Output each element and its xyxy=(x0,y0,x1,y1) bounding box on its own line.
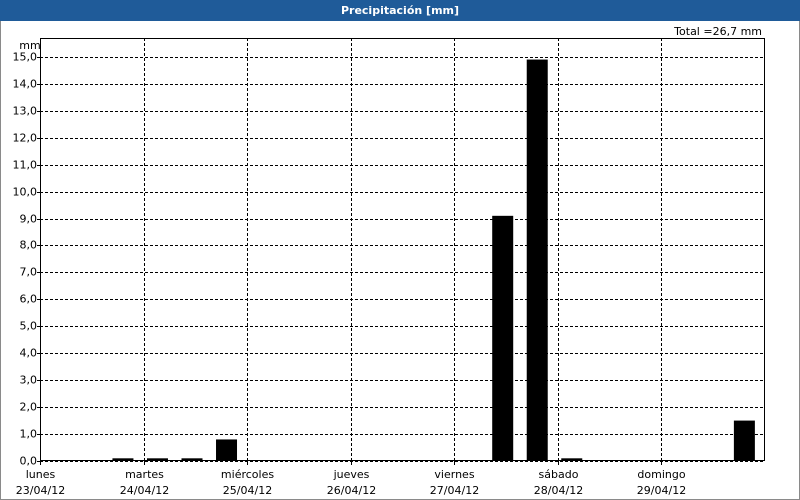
day-label: domingo xyxy=(637,468,685,481)
date-label: 24/04/12 xyxy=(120,484,169,497)
bar xyxy=(561,458,583,461)
plot-border xyxy=(40,38,765,461)
y-tick-label: 1,0 xyxy=(20,428,38,441)
y-unit: mm xyxy=(19,39,40,52)
y-tick-label: 3,0 xyxy=(20,374,38,387)
y-tick-label: 0,0 xyxy=(20,455,38,468)
title-bar xyxy=(0,0,800,21)
y-tick-label: 14,0 xyxy=(13,78,38,91)
y-tick-label: 7,0 xyxy=(20,266,38,279)
day-label: viernes xyxy=(434,468,474,481)
date-label: 26/04/12 xyxy=(327,484,376,497)
bar xyxy=(181,458,203,461)
total-label: Total =26,7 mm xyxy=(673,25,762,38)
bar xyxy=(733,420,755,461)
y-tick-label: 15,0 xyxy=(13,51,38,64)
date-label: 25/04/12 xyxy=(223,484,272,497)
y-tick-label: 9,0 xyxy=(20,213,38,226)
y-tick-label: 5,0 xyxy=(20,320,38,333)
day-label: martes xyxy=(125,468,164,481)
y-tick-label: 11,0 xyxy=(13,159,38,172)
chart-title: Precipitación [mm] xyxy=(341,4,459,17)
bar xyxy=(492,215,514,461)
y-tick-label: 8,0 xyxy=(20,239,38,252)
y-tick-label: 13,0 xyxy=(13,105,38,118)
date-label: 27/04/12 xyxy=(430,484,479,497)
y-tick-label: 6,0 xyxy=(20,293,38,306)
date-label: 23/04/12 xyxy=(16,484,65,497)
bar xyxy=(146,458,168,461)
day-label: lunes xyxy=(26,468,56,481)
y-tick-label: 4,0 xyxy=(20,347,38,360)
y-tick-label: 2,0 xyxy=(20,401,38,414)
bar xyxy=(216,439,238,461)
y-tick-label: 10,0 xyxy=(13,186,38,199)
date-label: 28/04/12 xyxy=(534,484,583,497)
day-label: miércoles xyxy=(221,468,274,481)
day-label: sábado xyxy=(539,468,579,481)
day-label: jueves xyxy=(333,468,370,481)
y-tick-label: 12,0 xyxy=(13,132,38,145)
bar xyxy=(112,458,134,461)
date-label: 29/04/12 xyxy=(637,484,686,497)
bar xyxy=(526,59,548,462)
